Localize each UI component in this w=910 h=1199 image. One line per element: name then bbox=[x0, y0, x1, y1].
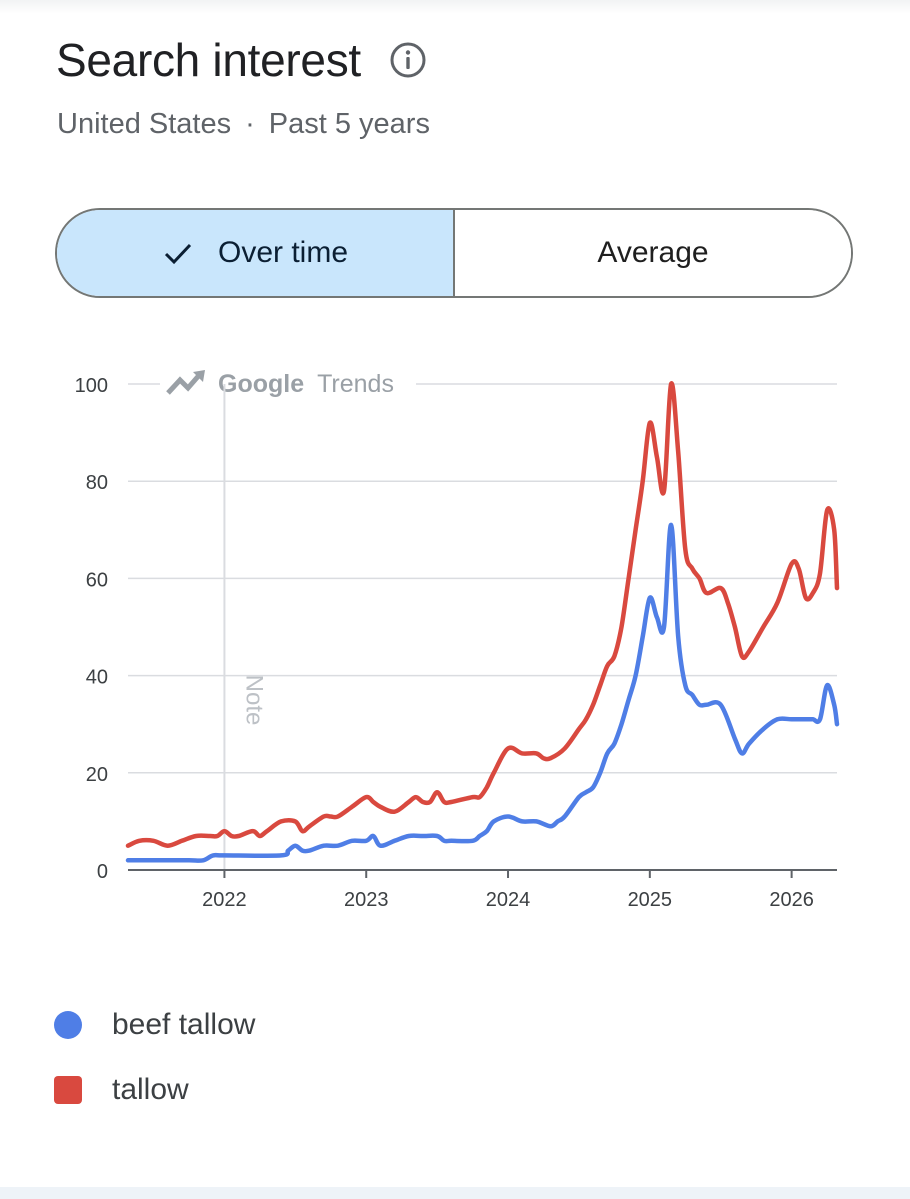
trending-up-icon bbox=[166, 370, 205, 395]
x-tick-label: 2025 bbox=[628, 889, 673, 911]
view-toggle: Over time Average bbox=[55, 208, 853, 298]
y-tick-label: 80 bbox=[86, 472, 108, 494]
region-label: United States bbox=[57, 108, 232, 140]
average-button[interactable]: Average bbox=[455, 210, 851, 296]
x-tick-label: 2022 bbox=[202, 889, 247, 911]
period-label: Past 5 years bbox=[268, 108, 430, 140]
legend-label: beef tallow bbox=[112, 1008, 256, 1041]
legend-item-beef-tallow[interactable]: beef tallow bbox=[54, 1000, 255, 1050]
page-title: Search interest bbox=[56, 34, 361, 86]
average-label: Average bbox=[597, 236, 709, 269]
series-line-beef-tallow[interactable] bbox=[125, 522, 840, 863]
legend-swatch bbox=[54, 1011, 82, 1039]
svg-text:Google Trends: Google Trends bbox=[218, 370, 394, 398]
info-icon[interactable] bbox=[389, 41, 427, 79]
google-trends-watermark: Google Trends bbox=[160, 366, 416, 398]
subtitle: United States · Past 5 years bbox=[57, 108, 430, 141]
x-tick-label: 2024 bbox=[486, 889, 531, 911]
y-tick-label: 100 bbox=[75, 375, 108, 397]
separator: · bbox=[245, 108, 255, 140]
y-tick-label: 20 bbox=[86, 764, 108, 786]
top-edge bbox=[0, 0, 910, 14]
over-time-button[interactable]: Over time bbox=[57, 210, 455, 296]
watermark-brand: Google bbox=[218, 370, 304, 398]
watermark-product: Trends bbox=[317, 370, 394, 398]
x-tick-label: 2023 bbox=[344, 889, 389, 911]
check-icon bbox=[164, 243, 192, 265]
legend: beef tallow tallow bbox=[54, 1000, 255, 1130]
line-chart: Google Trends Note 0 20 40 60 80 100 2022 2023 2… bbox=[75, 366, 840, 911]
note-label[interactable]: Note bbox=[240, 675, 267, 726]
series-line-tallow[interactable] bbox=[125, 381, 840, 848]
over-time-label: Over time bbox=[217, 236, 349, 269]
x-tick-label: 2026 bbox=[769, 889, 814, 911]
y-tick-label: 60 bbox=[86, 569, 108, 591]
legend-swatch bbox=[54, 1076, 82, 1104]
y-tick-label: 0 bbox=[97, 861, 108, 883]
y-tick-label: 40 bbox=[86, 667, 108, 689]
bottom-edge bbox=[0, 1187, 910, 1199]
legend-label: tallow bbox=[112, 1073, 189, 1106]
legend-item-tallow[interactable]: tallow bbox=[54, 1065, 255, 1115]
header: Search interest bbox=[56, 30, 427, 90]
